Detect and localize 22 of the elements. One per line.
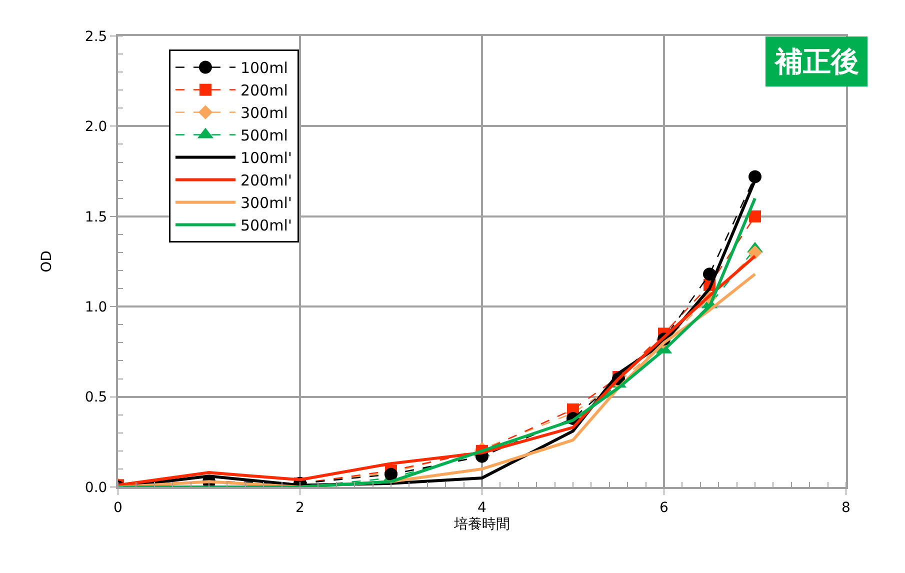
- x-tick-label: 6: [660, 500, 669, 516]
- y-tick-label: 2.0: [84, 119, 108, 136]
- x-tick-label: 2: [296, 500, 304, 516]
- y-tick-label: 0.0: [84, 480, 108, 496]
- x-axis-title: 培養時間: [453, 516, 510, 533]
- y-tick-label: 1.5: [84, 209, 108, 226]
- legend-label: 500ml': [240, 216, 292, 235]
- y-tick-label: 1.0: [84, 300, 108, 316]
- y-tick-label: 0.5: [84, 390, 108, 406]
- legend-label: 100ml': [240, 149, 292, 168]
- y-axis-title: OD: [39, 250, 56, 272]
- legend-label: 100ml: [240, 59, 288, 78]
- legend-label: 500ml: [240, 126, 288, 145]
- annotation: 補正後: [774, 45, 859, 78]
- x-tick-label: 0: [114, 500, 122, 516]
- y-tick-label: 2.5: [84, 28, 108, 45]
- legend-label: 300ml': [240, 194, 292, 212]
- legend-label: 200ml: [240, 82, 288, 100]
- legend-label: 200ml': [240, 172, 292, 190]
- legend-label: 300ml: [240, 104, 288, 122]
- x-tick-label: 4: [478, 500, 487, 516]
- x-tick-label: 8: [842, 500, 850, 516]
